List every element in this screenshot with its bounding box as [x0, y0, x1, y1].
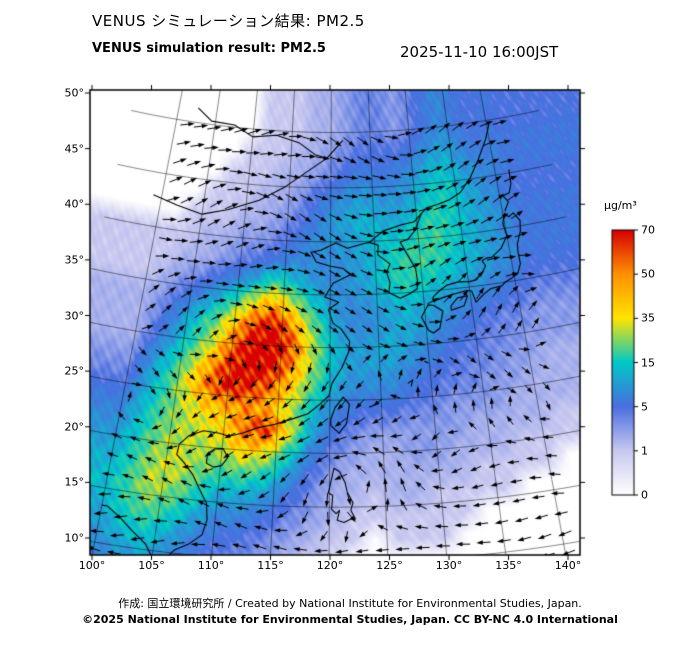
y-tick-label: 40°	[64, 197, 85, 211]
y-tick-label: 45°	[64, 142, 85, 156]
x-tick-label: 105°	[138, 559, 165, 572]
x-tick-label: 130°	[435, 559, 463, 572]
y-tick-label: 50°	[64, 86, 85, 100]
y-tick-label: 30°	[64, 309, 85, 322]
y-tick-label: 20°	[64, 420, 85, 434]
y-tick-label: 15°	[64, 475, 85, 489]
x-tick-label: 135°	[495, 559, 522, 572]
colorbar-tick-label: 0	[641, 488, 648, 502]
colorbar-tick-label: 5	[641, 400, 648, 414]
y-tick-label: 35°	[64, 253, 85, 267]
license-line: ©2025 National Institute for Environment…	[82, 613, 618, 626]
x-tick-label: 115°	[257, 559, 284, 572]
colorbar-tick-label: 50	[641, 267, 655, 281]
x-tick-label: 110°	[197, 559, 225, 572]
colorbar-tick-label: 1	[641, 444, 648, 458]
colorbar-tick-label: 70	[641, 223, 655, 237]
footer: 作成: 国立環境研究所 / Created by National Instit…	[0, 596, 700, 628]
x-tick-label: 140°	[554, 559, 582, 572]
colorbar-tick-label: 15	[641, 356, 655, 369]
y-tick-label: 10°	[64, 531, 85, 545]
y-tick-label: 25°	[64, 364, 85, 378]
credit-line: 作成: 国立環境研究所 / Created by National Instit…	[118, 597, 582, 610]
colorbar-tick-label: 35	[641, 311, 655, 325]
x-tick-label: 100°	[78, 559, 106, 572]
x-tick-label: 120°	[316, 559, 344, 572]
colorbar-unit-label: µg/m³	[604, 199, 637, 212]
x-tick-label: 125°	[376, 559, 403, 572]
